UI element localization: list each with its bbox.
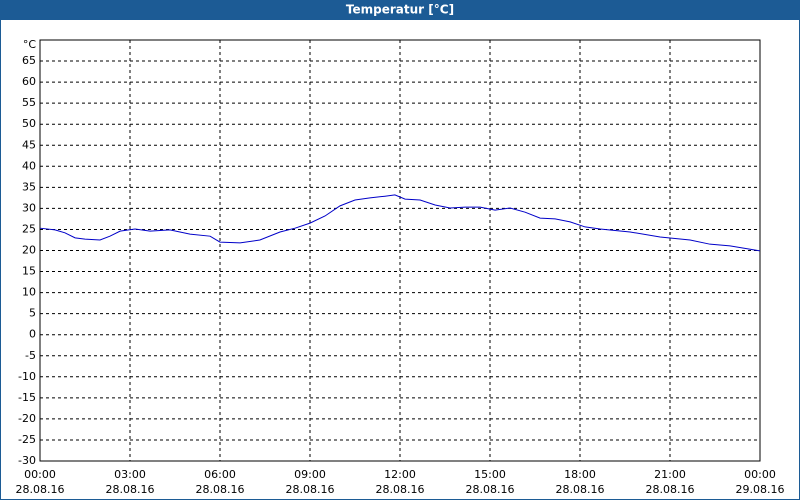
x-tick-date: 28.08.16 [196, 483, 245, 496]
y-tick-label: -20 [18, 412, 36, 425]
x-tick-label: 03:00 [114, 468, 146, 481]
y-tick-label: 5 [29, 307, 36, 320]
x-tick-label: 12:00 [384, 468, 416, 481]
y-tick-label: -25 [18, 433, 36, 446]
x-tick-date: 29.08.16 [736, 483, 785, 496]
x-tick-label: 00:00 [744, 468, 776, 481]
x-tick-date: 28.08.16 [466, 483, 515, 496]
y-tick-label: 55 [22, 96, 36, 109]
x-tick-label: 09:00 [294, 468, 326, 481]
x-tick-date: 28.08.16 [286, 483, 335, 496]
x-tick-date: 28.08.16 [106, 483, 155, 496]
y-tick-label: 40 [22, 159, 36, 172]
x-tick-date: 28.08.16 [646, 483, 695, 496]
temperature-line [39, 194, 761, 252]
y-tick-label: -10 [18, 370, 36, 383]
y-tick-label: 50 [22, 117, 36, 130]
y-tick-label: 45 [22, 138, 36, 151]
y-tick-label: 60 [22, 75, 36, 88]
y-unit: °C [23, 38, 37, 51]
y-tick-label: -30 [18, 454, 36, 467]
chart-title: Temperatur [°C] [346, 3, 454, 17]
y-tick-label: 0 [29, 328, 36, 341]
x-tick-label: 06:00 [204, 468, 236, 481]
x-tick-label: 00:00 [24, 468, 56, 481]
y-tick-label: 30 [22, 201, 36, 214]
y-tick-label: 10 [22, 286, 36, 299]
x-tick-date: 28.08.16 [376, 483, 425, 496]
y-tick-label: -15 [18, 391, 36, 404]
x-tick-date: 28.08.16 [556, 483, 605, 496]
y-tick-label: 20 [22, 244, 36, 257]
x-tick-label: 18:00 [564, 468, 596, 481]
y-tick-label: 65 [22, 54, 36, 67]
y-tick-label: 35 [22, 180, 36, 193]
x-tick-label: 15:00 [474, 468, 506, 481]
x-tick-date: 28.08.16 [16, 483, 65, 496]
y-tick-label: 15 [22, 265, 36, 278]
title-bar [0, 0, 800, 20]
y-tick-label: 25 [22, 222, 36, 235]
y-tick-label: -5 [25, 349, 36, 362]
x-tick-label: 21:00 [654, 468, 686, 481]
